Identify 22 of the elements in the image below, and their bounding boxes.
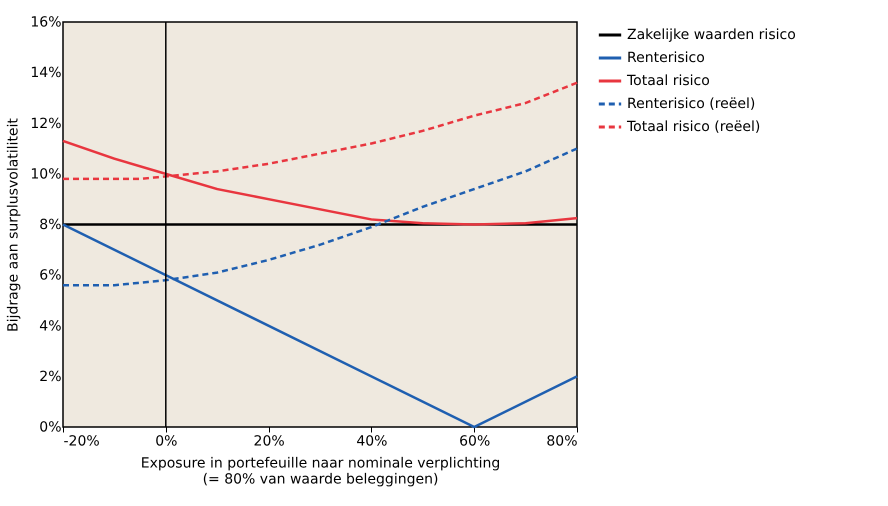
legend-label: Renterisico (reëel) (627, 96, 756, 112)
y-tick-label: 14% (30, 65, 62, 82)
y-tick-label: 10% (30, 166, 62, 182)
y-tick-label: 8% (39, 217, 62, 233)
x-axis-title: Exposure in portefeuille naar nominale verplichting (= 80% van waarde beleggingen) (140, 456, 500, 488)
x-tick-label: 80% (546, 434, 578, 450)
legend-label: Zakelijke waarden risico (627, 27, 796, 43)
y-tick-label: 6% (39, 268, 62, 284)
x-tick-label: 0% (155, 434, 178, 450)
legend-label: Renterisico (627, 50, 705, 66)
y-tick-label: 4% (39, 318, 62, 334)
y-tick-label: 16% (30, 14, 62, 30)
y-tick-label: 2% (39, 368, 62, 385)
legend-label: Totaal risico (626, 73, 710, 89)
y-tick-label: 12% (30, 116, 62, 132)
y-tick-label: 0% (39, 420, 62, 436)
x-tick-label: 40% (356, 434, 388, 450)
x-tick-label: -20% (64, 434, 100, 450)
y-axis-title: Bijdrage aan surplusvolatiliteit (5, 118, 22, 332)
x-tick-label: 20% (254, 434, 285, 450)
legend-label: Totaal risico (reëel) (626, 119, 760, 135)
x-tick-label: 60% (459, 434, 490, 450)
